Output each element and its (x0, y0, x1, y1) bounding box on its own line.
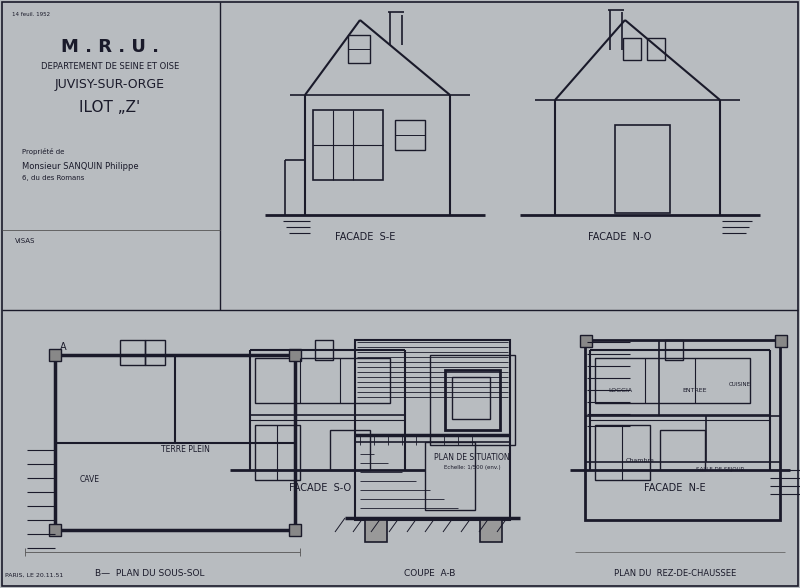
Text: FACADE  S-E: FACADE S-E (335, 232, 395, 242)
Text: B—  PLAN DU SOUS-SOL: B— PLAN DU SOUS-SOL (95, 569, 205, 578)
Bar (55, 355, 295, 530)
Text: ENTREE: ENTREE (682, 387, 707, 393)
Text: PARIS, LE 20.11.51: PARIS, LE 20.11.51 (5, 573, 63, 578)
Text: LOGGIA: LOGGIA (608, 387, 632, 393)
Bar (425, 442, 475, 510)
Bar (315, 340, 333, 360)
Text: FACADE  N-O: FACADE N-O (588, 232, 652, 242)
Bar (348, 35, 370, 63)
Bar (430, 355, 515, 445)
Bar (595, 425, 650, 480)
Text: FACADE  N-E: FACADE N-E (644, 483, 706, 493)
Bar (365, 520, 387, 542)
Bar (580, 335, 592, 347)
Text: PLAN DU  REZ-DE-CHAUSSEE: PLAN DU REZ-DE-CHAUSSEE (614, 569, 736, 578)
Bar (585, 340, 780, 520)
Bar (49, 349, 61, 361)
Text: Echelle: 1/500 (env.): Echelle: 1/500 (env.) (444, 465, 500, 469)
Bar (665, 340, 683, 360)
Bar (330, 430, 370, 470)
Text: Monsieur SANQUIN Philippe: Monsieur SANQUIN Philippe (22, 162, 138, 171)
Bar (623, 38, 641, 60)
Text: VISAS: VISAS (15, 238, 35, 244)
Text: 6, du des Romans: 6, du des Romans (22, 175, 84, 181)
Text: FACADE  S-O: FACADE S-O (289, 483, 351, 493)
Bar (255, 358, 390, 403)
Bar (660, 430, 705, 470)
Bar (615, 125, 670, 213)
Bar (775, 335, 787, 347)
Text: 14 feuil. 1952: 14 feuil. 1952 (12, 12, 50, 17)
Bar (452, 377, 490, 419)
Bar (595, 358, 750, 403)
Text: SALLE DE SEJOUR: SALLE DE SEJOUR (696, 467, 744, 473)
Bar (289, 524, 301, 536)
Text: ILOT „Z': ILOT „Z' (79, 100, 141, 115)
Text: Propriété de: Propriété de (22, 148, 64, 155)
Bar (255, 425, 300, 480)
Bar (480, 520, 502, 542)
Text: DEPARTEMENT DE SEINE ET OISE: DEPARTEMENT DE SEINE ET OISE (41, 62, 179, 71)
Text: COUPE  A-B: COUPE A-B (404, 569, 456, 578)
Bar (355, 340, 510, 520)
Bar (445, 370, 500, 430)
Text: TERRE PLEIN: TERRE PLEIN (161, 446, 210, 455)
Text: A: A (60, 342, 66, 352)
Bar (120, 340, 145, 365)
Bar (289, 349, 301, 361)
Bar (395, 120, 425, 150)
Bar (49, 524, 61, 536)
Bar (145, 340, 165, 365)
Text: CAVE: CAVE (80, 476, 100, 485)
Text: CUISINE: CUISINE (729, 383, 751, 387)
Text: Chambre: Chambre (626, 457, 654, 463)
Text: JUVISY-SUR-ORGE: JUVISY-SUR-ORGE (55, 78, 165, 91)
Text: PLAN DE SITUATION: PLAN DE SITUATION (434, 453, 510, 462)
Bar (313, 110, 383, 180)
Text: M . R . U .: M . R . U . (61, 38, 159, 56)
Bar (647, 38, 665, 60)
